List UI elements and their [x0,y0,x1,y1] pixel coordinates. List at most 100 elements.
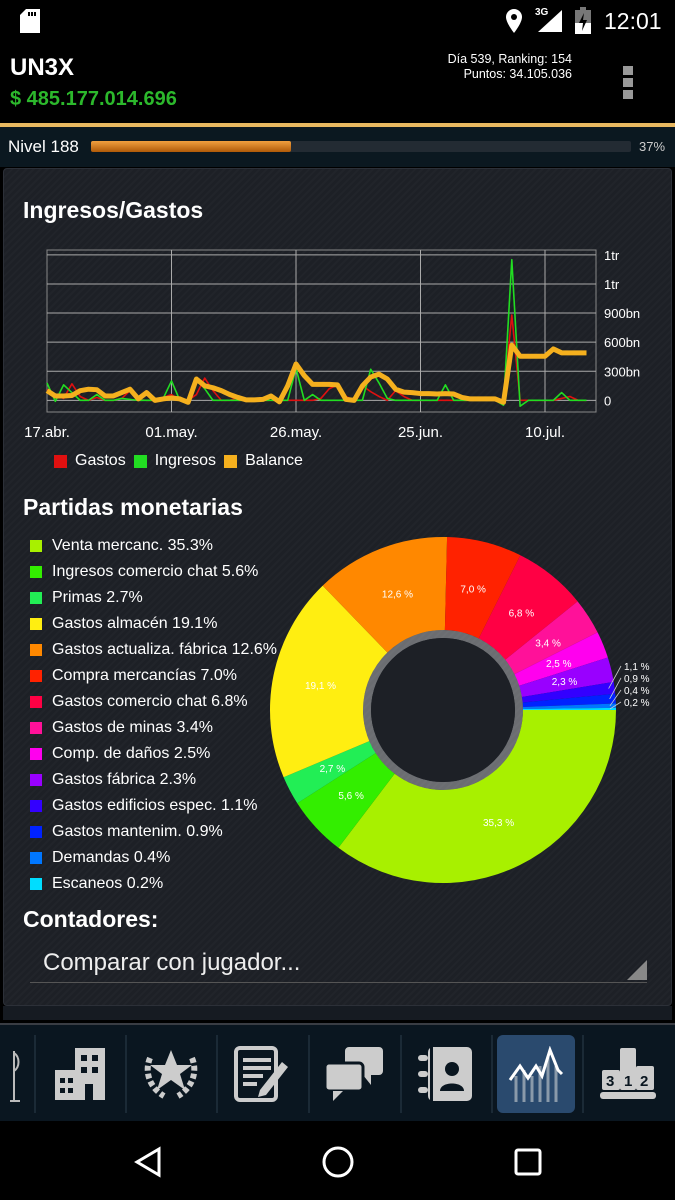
legend-label: Ingresos comercio chat 5.6% [52,563,259,580]
legend-label: Balance [245,452,303,469]
pie-inner-ring [363,630,523,790]
legend-label: Gastos comercio chat 6.8% [52,693,248,710]
level-progress-bar [91,141,631,152]
pie-legend-item: Comp. de daños 2.5% [30,741,277,767]
pie-legend-item: Gastos de minas 3.4% [30,715,277,741]
x-tick-label: 25.jun. [398,424,443,441]
points: Puntos: 34.105.036 [463,67,572,81]
pie-slice-label: 2,3 % [552,677,578,688]
pie-slice-label: 3,4 % [535,638,561,649]
legend-swatch [30,826,42,838]
pie-slice [297,753,395,848]
pie-slice [444,537,521,639]
back-icon[interactable] [134,1146,162,1178]
legend-swatch [30,618,42,630]
compare-player-dropdown[interactable]: Comparar con jugador... [30,945,647,983]
chat-icon [325,1047,383,1101]
pie-legend-item: Ingresos comercio chat 5.6% [30,559,277,585]
counters-title: Contadores: [23,906,159,932]
income-chart-title: Ingresos/Gastos [23,197,204,223]
pie-hole [371,638,515,782]
legend-swatch [30,878,42,890]
svg-text:2: 2 [640,1073,648,1090]
pie-legend-item: Gastos mantenim. 0.9% [30,819,277,845]
nav-notes[interactable] [220,1035,304,1113]
pie-legend-item: Primas 2.7% [30,585,277,611]
pie-slice-label: 2,5 % [546,659,572,670]
y-tick-label: 0 [604,393,611,408]
overflow-menu-icon[interactable] [623,66,633,99]
legend-label: Escaneos 0.2% [52,875,164,892]
nav-buildings[interactable] [40,1035,120,1113]
pie-slice-label: 5,6 % [338,791,364,802]
x-tick-label: 01.may. [145,424,197,441]
day-ranking: Día 539, Ranking: 154 [447,52,572,66]
pie-slice [514,632,608,686]
card-footer [3,1006,672,1020]
pie-slice-label: 19,1 % [305,681,336,692]
legend-swatch [30,540,42,552]
network-type: 3G [535,7,549,18]
status-bar: 3G 12:01 [0,0,675,44]
pie-legend-item: Venta mercanc. 35.3% [30,533,277,559]
header-divider [0,123,675,127]
pie-legend-item: Gastos fábrica 2.3% [30,767,277,793]
player-name: UN3X [10,54,75,81]
legend-label: Venta mercanc. 35.3% [52,537,213,554]
y-tick-label: 600bn [604,335,640,350]
legend-label: Gastos edificios espec. 1.1% [52,797,258,814]
svg-text:1: 1 [624,1073,632,1090]
svg-text:3: 3 [606,1073,614,1090]
legend-swatch [30,774,42,786]
level-row: Nivel 188 37% [0,127,675,167]
pie-legend-item: Demandas 0.4% [30,845,277,871]
nav-flag[interactable] [0,1035,30,1113]
home-icon[interactable] [321,1145,355,1179]
legend-label: Gastos actualiza. fábrica 12.6% [52,641,278,658]
pie-legend-item: Gastos edificios espec. 1.1% [30,793,277,819]
legend-label: Demandas 0.4% [52,849,171,866]
legend-gastos: Gastos [54,452,126,470]
pie-label-leader [609,689,622,707]
statistics-card: Ingresos/Gastos 0 300bn 600bn 900bn 1tr 1tr 17… [3,168,672,1006]
legend-label: Ingresos [154,452,217,469]
level-progress-fill [91,141,291,152]
level-label: Nivel 188 [8,137,79,156]
recents-icon[interactable] [513,1147,543,1177]
money-balance: $ 485.177.014.696 [10,88,177,110]
legend-ingresos: Ingresos [133,452,217,470]
legend-swatch [30,670,42,682]
legend-swatch [30,644,42,656]
pie-label-leader [609,677,622,700]
nav-chat[interactable] [312,1035,396,1113]
pie-legend-item: Gastos almacén 19.1% [30,611,277,637]
pie-slice [521,681,616,703]
y-tick-label: 900bn [604,306,640,321]
legend-label: Gastos mantenim. 0.9% [52,823,223,840]
pie-slice-label: 2,7 % [320,764,346,775]
pie-slice [522,693,616,707]
x-tick-label: 17.abr. [24,424,70,441]
contacts-book-icon [418,1047,472,1101]
pie-slice-label: 0,9 % [624,674,650,685]
pie-label-leader [609,701,622,710]
legend-swatch [30,722,42,734]
pie-slice [478,555,578,660]
pie-slice [338,710,616,883]
pie-slice-label: 12,6 % [382,590,413,601]
legend-swatch [30,696,42,708]
nav-achievements[interactable] [130,1035,212,1113]
pie-label-leader [608,665,622,689]
pie-slice [519,657,614,697]
nav-contacts[interactable] [404,1035,488,1113]
nav-statistics[interactable] [497,1035,575,1113]
pie-slice [505,601,598,675]
clock: 12:01 [604,8,662,34]
pie-legend-item: Gastos comercio chat 6.8% [30,689,277,715]
series-line-balance [45,342,587,405]
buildings-icon [55,1048,105,1100]
pie-slice-label: 0,4 % [624,686,650,697]
